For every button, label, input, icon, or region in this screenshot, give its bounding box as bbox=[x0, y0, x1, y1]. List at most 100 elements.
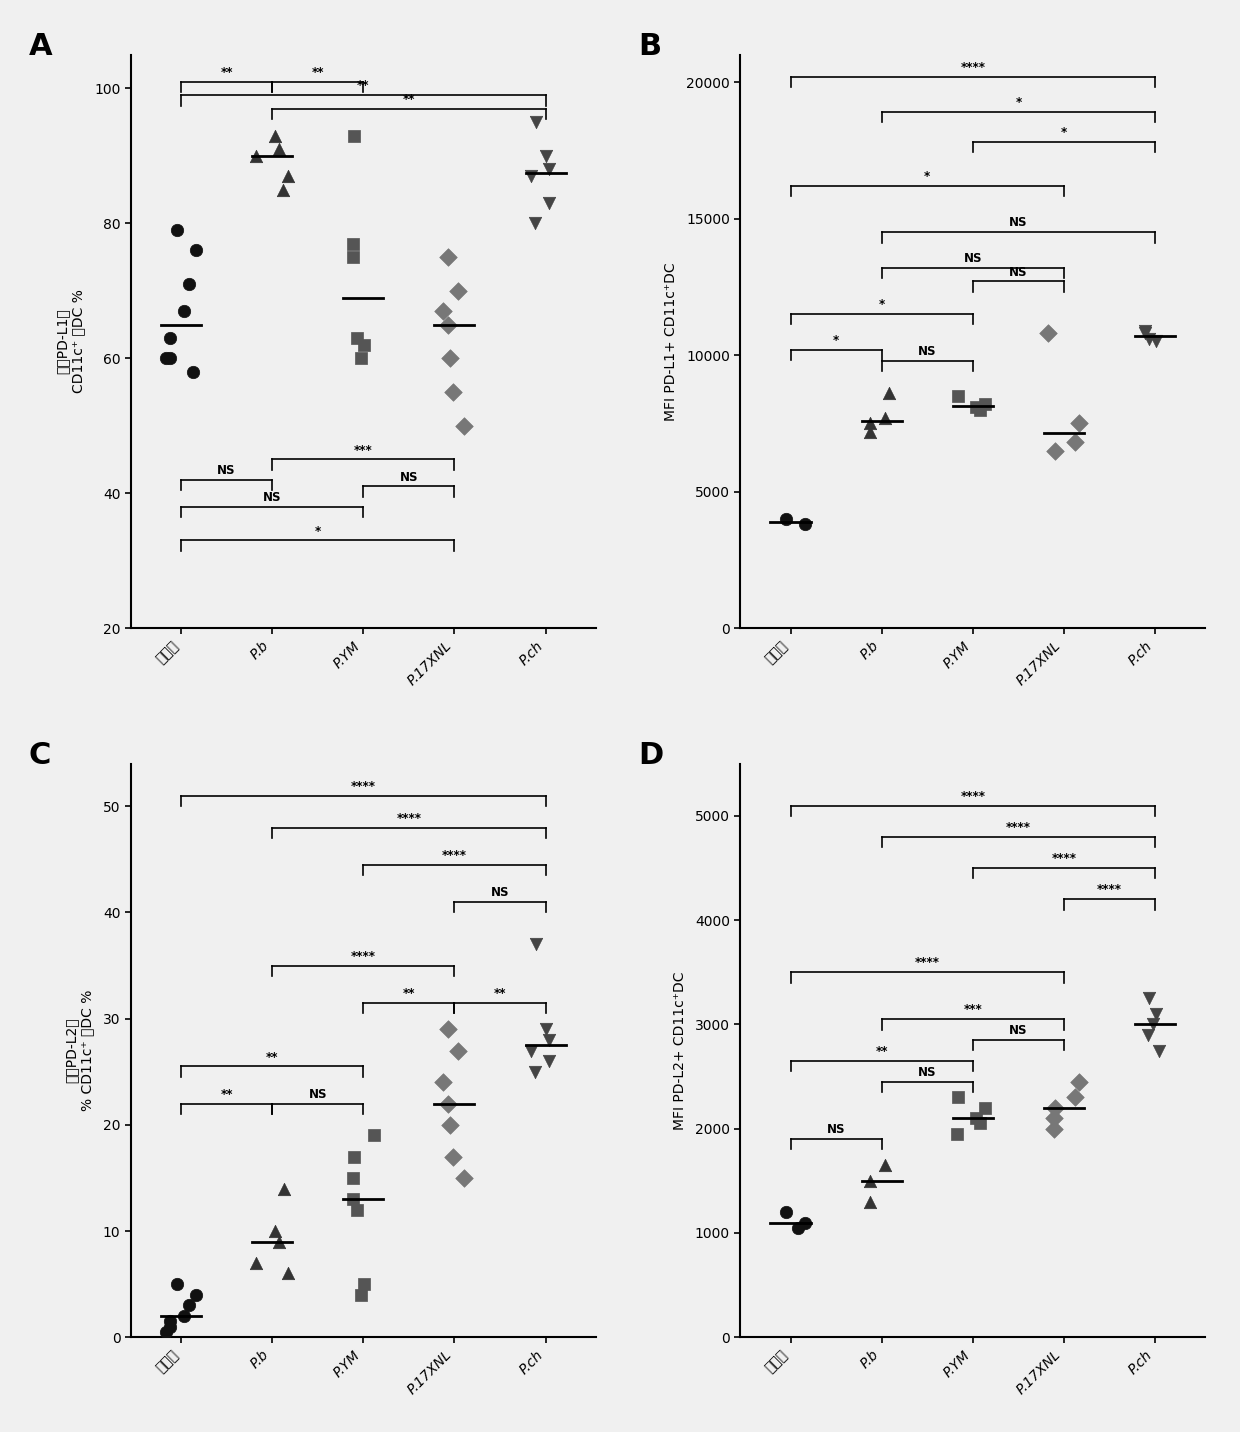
Text: *: * bbox=[833, 334, 839, 347]
Point bbox=[970, 1113, 990, 1136]
Point bbox=[160, 326, 180, 349]
Text: NS: NS bbox=[827, 1123, 846, 1136]
Point bbox=[1044, 1107, 1064, 1130]
Point bbox=[525, 212, 544, 235]
Point bbox=[273, 178, 293, 200]
Point bbox=[160, 1315, 180, 1337]
Text: **: ** bbox=[221, 66, 233, 79]
Point bbox=[355, 1273, 374, 1296]
Text: ****: **** bbox=[1052, 852, 1076, 865]
Y-axis label: 表达PD-L2的
% CD11c⁺ 脾DC %: 表达PD-L2的 % CD11c⁺ 脾DC % bbox=[64, 990, 94, 1111]
Point bbox=[265, 125, 285, 147]
Text: **: ** bbox=[357, 79, 370, 93]
Point bbox=[440, 347, 460, 369]
Point bbox=[247, 1252, 267, 1274]
Point bbox=[247, 145, 267, 168]
Point bbox=[454, 1167, 474, 1190]
Point bbox=[179, 272, 198, 295]
Point bbox=[175, 1305, 195, 1327]
Text: NS: NS bbox=[1009, 1024, 1028, 1037]
Point bbox=[861, 420, 880, 442]
Y-axis label: 表达PD-L1的
CD11c⁺ 脾DC %: 表达PD-L1的 CD11c⁺ 脾DC % bbox=[56, 289, 86, 394]
Point bbox=[278, 1262, 298, 1285]
Point bbox=[438, 246, 458, 269]
Point bbox=[156, 347, 176, 369]
Text: ****: **** bbox=[397, 812, 422, 825]
Text: *: * bbox=[924, 170, 930, 183]
Text: **: ** bbox=[221, 1088, 233, 1101]
Point bbox=[443, 1146, 463, 1169]
Point bbox=[949, 385, 968, 408]
Text: D: D bbox=[639, 740, 663, 770]
Point bbox=[1138, 987, 1158, 1010]
Text: ****: **** bbox=[1006, 821, 1030, 833]
Point bbox=[343, 1146, 363, 1169]
Point bbox=[351, 347, 371, 369]
Point bbox=[875, 407, 895, 430]
Point bbox=[776, 507, 796, 530]
Y-axis label: MFI PD-L2+ CD11c⁺DC: MFI PD-L2+ CD11c⁺DC bbox=[672, 971, 687, 1130]
Point bbox=[1135, 319, 1154, 342]
Point bbox=[347, 326, 367, 349]
Point bbox=[269, 137, 289, 160]
Text: ***: *** bbox=[353, 444, 373, 457]
Point bbox=[521, 165, 541, 188]
Point bbox=[186, 1283, 206, 1306]
Point bbox=[186, 239, 206, 262]
Point bbox=[1135, 322, 1154, 345]
Point bbox=[539, 192, 559, 215]
Text: NS: NS bbox=[491, 886, 510, 899]
Point bbox=[1044, 440, 1064, 463]
Point bbox=[1044, 1117, 1064, 1140]
Text: ****: **** bbox=[1097, 884, 1122, 896]
Point bbox=[975, 392, 994, 415]
Point bbox=[454, 414, 474, 437]
Text: ****: **** bbox=[441, 849, 467, 862]
Point bbox=[343, 1187, 363, 1210]
Point bbox=[966, 1107, 986, 1130]
Point bbox=[448, 279, 467, 302]
Point bbox=[167, 1273, 187, 1296]
Text: **: ** bbox=[875, 1045, 888, 1058]
Point bbox=[789, 1216, 808, 1239]
Text: **: ** bbox=[265, 1051, 278, 1064]
Text: NS: NS bbox=[918, 345, 936, 358]
Text: *: * bbox=[315, 524, 321, 537]
Text: ****: **** bbox=[960, 60, 986, 73]
Y-axis label: MFI PD-L1+ CD11c⁺DC: MFI PD-L1+ CD11c⁺DC bbox=[663, 262, 678, 421]
Point bbox=[1143, 1012, 1163, 1035]
Point bbox=[438, 1093, 458, 1116]
Point bbox=[861, 1170, 880, 1193]
Point bbox=[975, 1097, 994, 1120]
Point bbox=[525, 1060, 544, 1083]
Text: NS: NS bbox=[399, 471, 418, 484]
Point bbox=[355, 334, 374, 357]
Point bbox=[1146, 329, 1166, 352]
Point bbox=[438, 1018, 458, 1041]
Point bbox=[526, 110, 546, 133]
Text: NS: NS bbox=[918, 1065, 936, 1078]
Text: NS: NS bbox=[1009, 216, 1028, 229]
Point bbox=[949, 1085, 968, 1108]
Point bbox=[343, 246, 363, 269]
Point bbox=[539, 1050, 559, 1073]
Point bbox=[343, 232, 363, 255]
Point bbox=[160, 1310, 180, 1333]
Point bbox=[440, 1113, 460, 1136]
Point bbox=[947, 1123, 967, 1146]
Point bbox=[861, 412, 880, 435]
Text: ****: **** bbox=[351, 949, 376, 962]
Point bbox=[966, 395, 986, 418]
Point bbox=[351, 1283, 371, 1306]
Point bbox=[795, 1211, 815, 1234]
Point bbox=[1065, 1085, 1085, 1108]
Text: *: * bbox=[879, 298, 885, 311]
Point bbox=[443, 381, 463, 404]
Point bbox=[160, 347, 180, 369]
Text: NS: NS bbox=[309, 1088, 327, 1101]
Text: **: ** bbox=[311, 66, 324, 79]
Point bbox=[1138, 1024, 1158, 1047]
Text: B: B bbox=[639, 32, 661, 60]
Point bbox=[433, 1071, 453, 1094]
Text: NS: NS bbox=[1009, 265, 1028, 278]
